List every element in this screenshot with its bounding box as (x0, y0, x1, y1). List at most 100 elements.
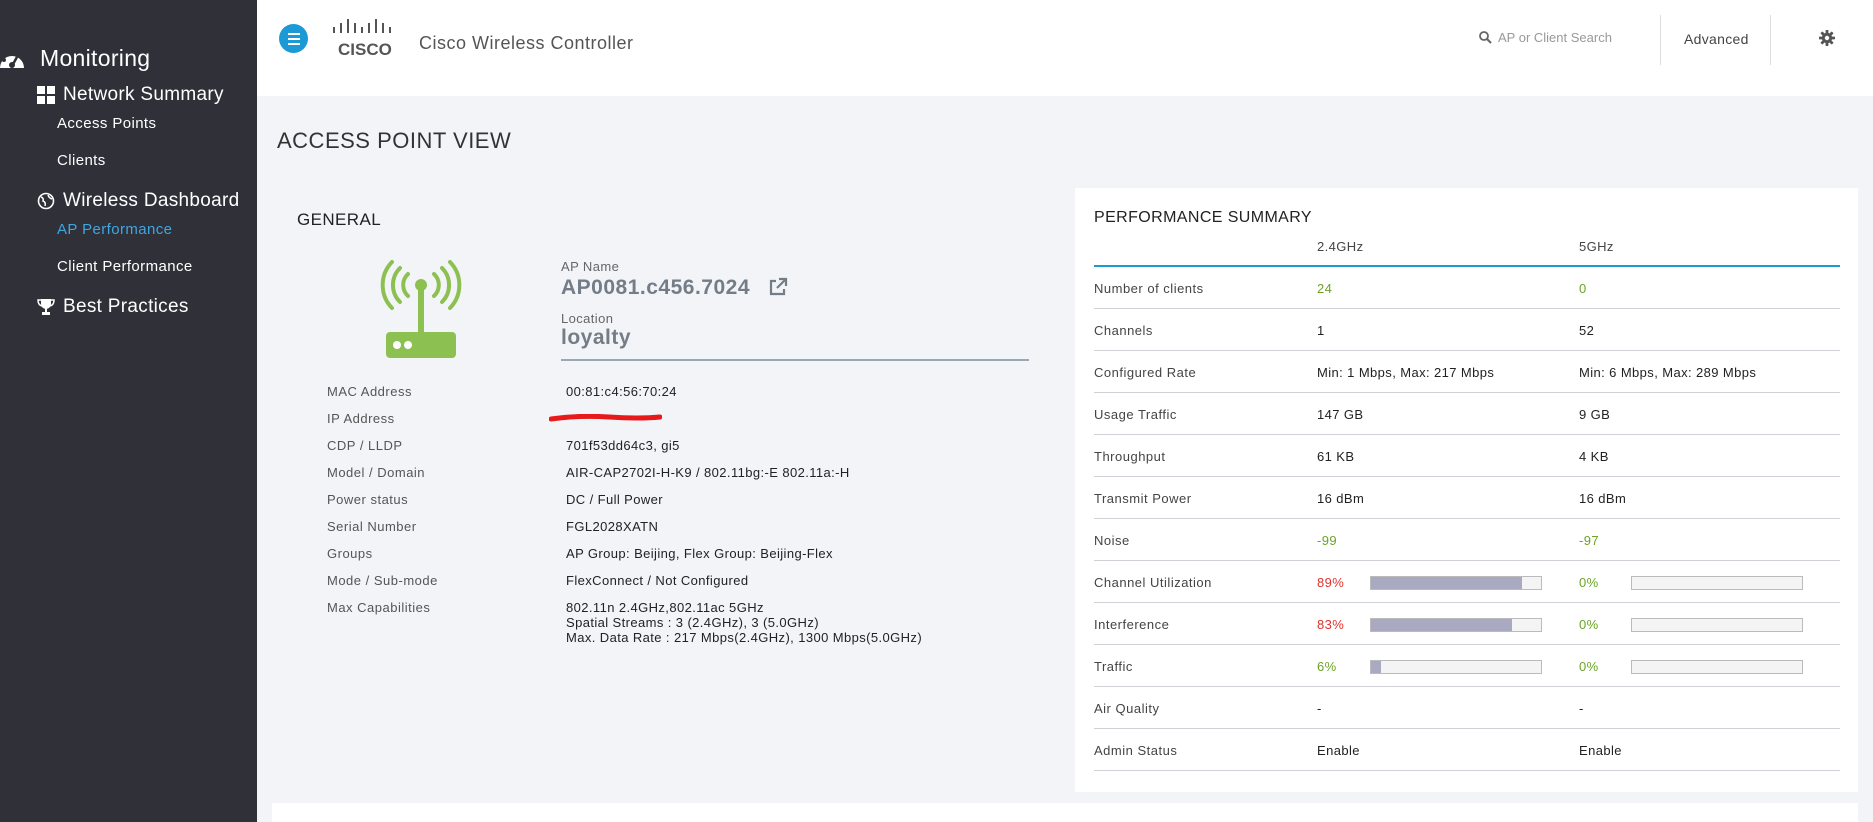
page-title: ACCESS POINT VIEW (277, 128, 512, 153)
performance-summary-title: PERFORMANCE SUMMARY (1094, 209, 1312, 226)
advanced-button[interactable]: Advanced (1684, 31, 1749, 47)
perf-value-5ghz: 0 (1579, 281, 1587, 296)
dashboard-gauge-icon (0, 48, 24, 68)
perf-row-label: Interference (1094, 617, 1170, 632)
top-header: CISCO Cisco Wireless Controller Advanced (257, 0, 1873, 96)
power-status-value: DC / Full Power (566, 492, 664, 507)
menu-line-icon (287, 42, 300, 45)
perf-row-label: Channel Utilization (1094, 575, 1212, 590)
menu-line-icon (287, 37, 300, 40)
perf-value-5ghz: 0% (1579, 659, 1599, 674)
perf-row-noise: Noise -99 -97 (1094, 519, 1840, 561)
traffic-bar-5ghz (1631, 660, 1803, 674)
interference-bar-5ghz (1631, 618, 1803, 632)
sidebar-item-access-points[interactable]: Access Points (57, 115, 157, 132)
perf-row-label: Number of clients (1094, 281, 1204, 296)
mac-address-label: MAC Address (327, 384, 412, 399)
perf-value-2-4ghz: 89% (1317, 575, 1345, 590)
perf-row-label: Noise (1094, 533, 1130, 548)
perf-value-2-4ghz: Enable (1317, 743, 1360, 758)
perf-value-2-4ghz: 24 (1317, 281, 1333, 296)
perf-row-label: Usage Traffic (1094, 407, 1177, 422)
sidebar-item-client-performance[interactable]: Client Performance (57, 258, 193, 275)
sidebar-monitoring[interactable]: Monitoring (0, 44, 150, 72)
perf-value-5ghz: Enable (1579, 743, 1622, 758)
performance-summary-panel: PERFORMANCE SUMMARY 2.4GHz 5GHz Number o… (1075, 188, 1858, 792)
max-capabilities-label: Max Capabilities (327, 600, 431, 615)
perf-value-5ghz: 16 dBm (1579, 491, 1627, 506)
trophy-icon (37, 299, 55, 315)
globe-icon (37, 192, 55, 210)
perf-value-2-4ghz: 16 dBm (1317, 491, 1365, 506)
perf-value-2-4ghz: - (1317, 701, 1322, 716)
bar-fill (1371, 619, 1513, 631)
utilization-bar-2-4ghz (1370, 576, 1542, 590)
sidebar-network-summary[interactable]: Network Summary (37, 84, 224, 106)
perf-row-label: Air Quality (1094, 701, 1160, 716)
bar-fill (1371, 577, 1523, 589)
perf-row-throughput: Throughput 61 KB 4 KB (1094, 435, 1840, 477)
search-box[interactable] (1479, 30, 1628, 45)
sidebar-best-practices[interactable]: Best Practices (37, 296, 189, 318)
menu-line-icon (287, 32, 300, 35)
perf-row-interference: Interference 83% 0% (1094, 603, 1840, 645)
perf-row-usage-traffic: Usage Traffic 147 GB 9 GB (1094, 393, 1840, 435)
perf-row-air-quality: Air Quality - - (1094, 687, 1840, 729)
sidebar-best-practices-label: Best Practices (63, 296, 189, 317)
perf-row-configured-rate: Configured Rate Min: 1 Mbps, Max: 217 Mb… (1094, 351, 1840, 393)
serial-number-value: FGL2028XATN (566, 519, 659, 534)
search-icon (1479, 31, 1492, 44)
location-value: loyalty (561, 326, 632, 349)
groups-label: Groups (327, 546, 373, 561)
model-domain-label: Model / Domain (327, 465, 426, 480)
sidebar-wireless-dashboard[interactable]: Wireless Dashboard (37, 190, 239, 212)
header-underline (1094, 265, 1840, 267)
perf-value-2-4ghz: -99 (1317, 533, 1337, 548)
redaction-mark (549, 414, 662, 422)
ip-address-label: IP Address (327, 411, 395, 426)
gear-icon[interactable] (1819, 30, 1835, 46)
location-underline (561, 359, 1029, 361)
sidebar-monitoring-label: Monitoring (40, 44, 151, 71)
mac-address-value: 00:81:c4:56:70:24 (566, 384, 677, 399)
perf-value-2-4ghz: Min: 1 Mbps, Max: 217 Mbps (1317, 365, 1495, 380)
general-section-title: GENERAL (297, 210, 382, 229)
perf-row-transmit-power: Transmit Power 16 dBm 16 dBm (1094, 477, 1840, 519)
perf-value-5ghz: Min: 6 Mbps, Max: 289 Mbps (1579, 365, 1757, 380)
ap-name-value: AP0081.c456.7024 (561, 276, 750, 299)
ap-client-search-input[interactable] (1498, 30, 1628, 45)
perf-row-channels: Channels 1 52 (1094, 309, 1840, 351)
mode-submode-label: Mode / Sub-mode (327, 573, 438, 588)
utilization-bar-5ghz (1631, 576, 1803, 590)
sidebar: Monitoring Network Summary Access Points… (0, 0, 257, 822)
perf-value-5ghz: -97 (1579, 533, 1599, 548)
header-divider (1770, 15, 1771, 65)
access-point-icon (380, 260, 462, 358)
cdp-lldp-value: 701f53dd64c3, gi5 (566, 438, 680, 453)
column-header-2-4ghz: 2.4GHz (1317, 239, 1364, 254)
sidebar-item-ap-performance[interactable]: AP Performance (57, 221, 173, 238)
traffic-bar-2-4ghz (1370, 660, 1542, 674)
perf-value-2-4ghz: 83% (1317, 617, 1345, 632)
cdp-lldp-label: CDP / LLDP (327, 438, 403, 453)
perf-value-5ghz: 52 (1579, 323, 1595, 338)
perf-row-label: Channels (1094, 323, 1153, 338)
max-capabilities-streams: Spatial Streams : 3 (2.4GHz), 3 (5.0GHz) (566, 615, 819, 630)
perf-row-label: Transmit Power (1094, 491, 1192, 506)
serial-number-label: Serial Number (327, 519, 417, 534)
max-capabilities-data-rate: Max. Data Rate : 217 Mbps(2.4GHz), 1300 … (566, 630, 923, 645)
cisco-logo: CISCO (333, 19, 392, 58)
ap-name-label: AP Name (561, 259, 620, 274)
bar-fill (1371, 661, 1382, 673)
external-link-icon[interactable] (768, 277, 788, 297)
perf-value-5ghz: - (1579, 701, 1584, 716)
perf-value-5ghz: 4 KB (1579, 449, 1609, 464)
perf-row-label: Throughput (1094, 449, 1166, 464)
hamburger-menu-button[interactable] (279, 24, 308, 53)
perf-row-label: Traffic (1094, 659, 1133, 674)
header-divider (1660, 15, 1661, 65)
perf-value-5ghz: 0% (1579, 575, 1599, 590)
model-domain-value: AIR-CAP2702I-H-K9 / 802.11bg:-E 802.11a:… (566, 465, 850, 480)
sidebar-item-clients[interactable]: Clients (57, 152, 106, 169)
location-label: Location (561, 311, 614, 326)
